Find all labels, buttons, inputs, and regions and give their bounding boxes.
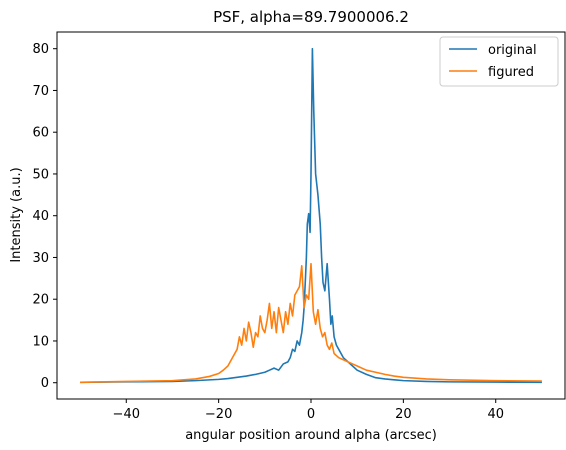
axis-ticks: −40 −20 0 20 40 0 10 20 30 40 50 60 70 80 — [32, 42, 504, 422]
chart-title: PSF, alpha=89.7900006.2 — [213, 8, 409, 26]
x-tick-label: −20 — [205, 407, 232, 422]
legend-label-original: original — [488, 43, 537, 58]
plot-area — [80, 47, 542, 384]
x-tick-label: 40 — [487, 407, 504, 422]
y-tick-label: 40 — [32, 209, 49, 224]
y-tick-label: 50 — [32, 167, 49, 182]
series-line-figured — [80, 262, 542, 384]
x-axis-label: angular position around alpha (arcsec) — [185, 428, 437, 443]
y-tick-label: 10 — [32, 334, 49, 349]
y-tick-label: 70 — [32, 84, 49, 99]
x-tick-label: 0 — [307, 407, 315, 422]
legend: original figured — [439, 36, 559, 87]
series-line-original — [80, 47, 542, 384]
x-tick-label: 20 — [395, 407, 412, 422]
y-tick-label: 30 — [32, 251, 49, 266]
y-tick-label: 0 — [41, 376, 49, 391]
y-tick-label: 80 — [32, 42, 49, 57]
y-tick-label: 60 — [32, 126, 49, 141]
x-tick-label: −40 — [113, 407, 140, 422]
y-tick-label: 20 — [32, 293, 49, 308]
legend-label-figured: figured — [488, 65, 534, 80]
y-axis-label: Intensity (a.u.) — [9, 167, 24, 262]
